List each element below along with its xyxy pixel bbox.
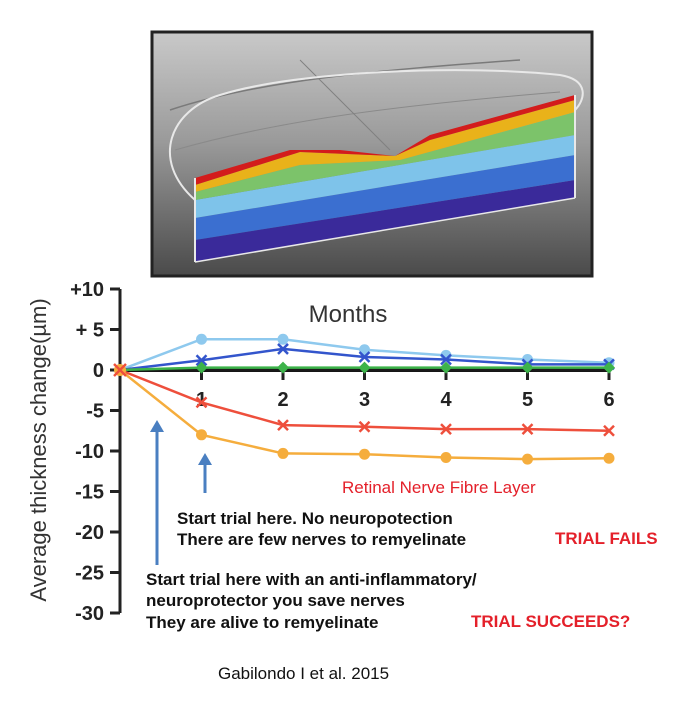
- layer-label: Retinal Nerve Fibre Layer: [342, 478, 536, 497]
- data-point: [359, 344, 370, 356]
- data-point: [277, 419, 289, 431]
- x-tick-label: 5: [522, 389, 533, 411]
- x-marker-stroke: [277, 419, 289, 431]
- data-point: [277, 343, 289, 355]
- x-marker-stroke: [440, 353, 452, 366]
- y-axis-label: Average thickness change(µm): [26, 298, 51, 601]
- y-tick-label: -30: [75, 603, 104, 625]
- arrow-head: [150, 420, 164, 432]
- data-point: [440, 353, 452, 366]
- origin-x: [113, 363, 127, 377]
- origin-marker: [113, 363, 127, 377]
- data-point: [359, 448, 370, 460]
- series-line: [119, 369, 610, 461]
- x-axis-label: Months: [309, 301, 388, 328]
- x-marker-stroke: [358, 351, 371, 363]
- y-tick-label: -10: [75, 441, 104, 463]
- y-tick-label: -25: [75, 563, 104, 585]
- late-start-arrow: [198, 453, 212, 493]
- early-start-arrow: [150, 420, 164, 565]
- data-point: [603, 361, 615, 374]
- late-start-line2: There are few nerves to remyelinate: [177, 530, 467, 549]
- data-point: [603, 424, 615, 437]
- data-point: [195, 354, 208, 367]
- x-marker-stroke: [277, 343, 289, 355]
- data-point: [440, 451, 452, 463]
- data-point: [277, 333, 289, 345]
- data-point: [358, 351, 371, 363]
- early-start-line3: They are alive to remyelinate: [146, 613, 379, 632]
- x-marker-stroke: [358, 420, 371, 433]
- data-point: [195, 361, 208, 374]
- x-marker-stroke: [195, 396, 208, 409]
- y-tick-label: -20: [75, 522, 104, 544]
- y-tick-label: + 5: [76, 320, 104, 342]
- data-point: [603, 452, 615, 464]
- y-tick-label: -15: [75, 482, 104, 504]
- data-point: [358, 361, 371, 374]
- data-point: [195, 396, 208, 409]
- early-start-line2: neuroprotector you save nerves: [146, 591, 405, 610]
- data-point: [521, 423, 534, 436]
- x-marker-stroke: [195, 354, 208, 367]
- data-point: [277, 447, 289, 459]
- x-marker-stroke: [440, 423, 452, 436]
- x-tick-label: 4: [440, 389, 452, 411]
- data-point: [196, 333, 207, 345]
- x-tick-label: 3: [359, 389, 370, 411]
- x-tick-label: 6: [603, 389, 614, 411]
- citation: Gabilondo I et al. 2015: [218, 664, 390, 683]
- data-point: [440, 423, 452, 436]
- x-tick-label: 2: [277, 389, 288, 411]
- y-tick-label: -5: [86, 401, 104, 423]
- data-point: [440, 361, 452, 374]
- x-marker-stroke: [603, 424, 615, 437]
- late-verdict: TRIAL FAILS: [555, 529, 658, 548]
- data-point: [196, 429, 207, 441]
- arrow-head: [198, 453, 212, 465]
- x-marker-stroke: [521, 423, 534, 436]
- data-point: [277, 361, 289, 374]
- data-point: [521, 361, 534, 374]
- x-tick-label: 1: [196, 389, 207, 411]
- data-point: [522, 453, 533, 465]
- late-start-line1: Start trial here. No neuropotection: [177, 509, 453, 528]
- y-tick-label: 0: [93, 360, 104, 382]
- early-verdict: TRIAL SUCCEEDS?: [471, 612, 631, 631]
- data-point: [358, 420, 371, 433]
- early-start-line1: Start trial here with an anti-inflammato…: [146, 570, 477, 589]
- y-tick-label: +10: [70, 279, 104, 301]
